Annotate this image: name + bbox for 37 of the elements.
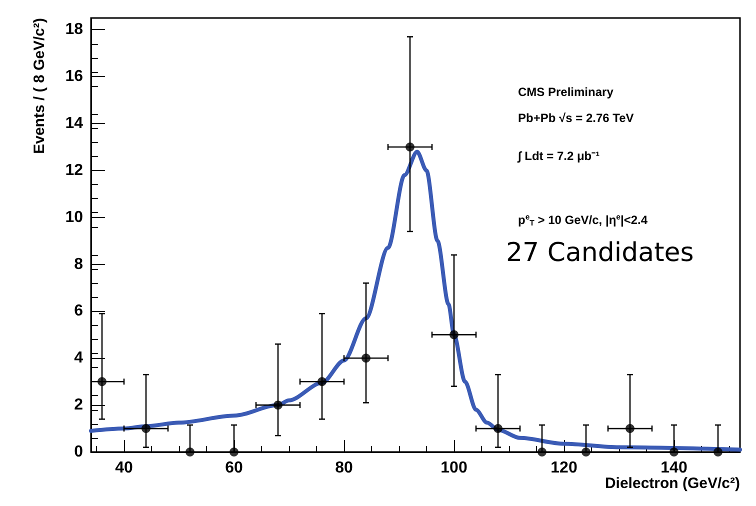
point [670, 448, 678, 456]
annotation: 27 Candidates [506, 238, 694, 268]
x-tick-label: 40 [115, 460, 133, 476]
y-tick-label: 0 [74, 444, 84, 460]
y-axis-title: Events / ( 8 GeV/c²) [31, 18, 48, 154]
x-tick-label: 80 [335, 460, 353, 476]
x-tick-label: 120 [550, 460, 578, 476]
point [318, 377, 326, 386]
point [582, 448, 590, 456]
point [362, 354, 370, 363]
y-tick-label: 18 [65, 21, 84, 38]
x-axis-title: Dielectron (GeV/c²) [604, 475, 740, 492]
y-tick-label: 10 [65, 208, 84, 226]
point [538, 448, 546, 456]
point [626, 424, 634, 434]
point [186, 448, 194, 456]
annotation: ∫ Ldt = 7.2 μb⁻¹ [517, 149, 600, 163]
point [450, 330, 458, 340]
y-tick-label: 2 [74, 396, 84, 414]
point [98, 377, 106, 386]
y-tick-label: 8 [74, 256, 84, 273]
y-tick-label: 6 [74, 302, 84, 320]
point [274, 400, 282, 410]
point [714, 448, 722, 456]
annotation: CMS Preliminary [518, 85, 614, 99]
point [230, 448, 238, 456]
x-tick-label: 60 [225, 460, 243, 476]
y-tick-label: 4 [74, 350, 84, 367]
x-tick-label: 100 [440, 460, 468, 476]
y-tick-label: 12 [65, 162, 84, 179]
y-tick-label: 14 [65, 115, 84, 132]
x-tick-label: 140 [660, 460, 688, 476]
y-tick-label: 16 [65, 68, 84, 86]
annotation: Pb+Pb √s = 2.76 TeV [518, 111, 634, 125]
point [494, 424, 502, 434]
point [406, 142, 414, 152]
point [142, 424, 150, 434]
